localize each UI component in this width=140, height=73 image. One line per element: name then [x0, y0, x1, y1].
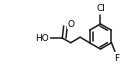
Text: Cl: Cl — [96, 4, 105, 12]
Text: O: O — [67, 20, 74, 29]
Text: HO: HO — [35, 34, 49, 43]
Text: F: F — [114, 54, 119, 62]
